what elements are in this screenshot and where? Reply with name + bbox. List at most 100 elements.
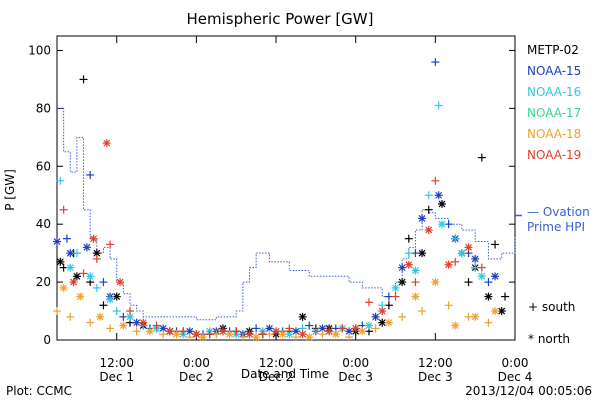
south-point [112, 307, 121, 316]
star-d2 [465, 243, 472, 251]
star-d2 [418, 214, 426, 222]
star-d2 [458, 249, 466, 257]
legend-north-label: * north [528, 332, 570, 346]
star-d2 [385, 319, 393, 327]
north-point [491, 307, 500, 316]
star-d2 [76, 293, 84, 300]
north-point [384, 318, 393, 327]
star-d2 [485, 293, 492, 300]
star-d2 [60, 284, 68, 292]
north-point [305, 333, 314, 342]
star-d2 [478, 272, 486, 280]
south-point [106, 324, 115, 333]
y-tick-label: 40 [36, 217, 51, 231]
star-d2 [405, 261, 413, 269]
north-point [53, 237, 61, 246]
star-d2 [93, 249, 101, 257]
south-point [484, 318, 493, 327]
south-point [72, 249, 81, 258]
north-point [145, 327, 154, 336]
star-d2 [285, 330, 293, 338]
star-d2 [186, 327, 194, 335]
x-tick-day-label: Dec 4 [498, 370, 533, 384]
north-point [345, 327, 354, 336]
south-point [185, 333, 194, 342]
north-point [331, 330, 340, 339]
star-d2 [252, 333, 260, 341]
star-d2 [425, 226, 433, 234]
north-point [139, 318, 148, 327]
south-point [179, 327, 188, 336]
north-point [89, 234, 98, 243]
north-point [404, 260, 413, 269]
star-d2 [70, 278, 78, 286]
x-tick-time-label: 0:00 [183, 356, 210, 370]
star-d2 [86, 272, 94, 280]
star-d2 [299, 313, 307, 321]
north-point [411, 292, 420, 301]
south-point [92, 254, 101, 263]
south-point [424, 205, 433, 214]
star-d2 [103, 139, 111, 147]
legend-ovation-label-1: — Ovation [527, 205, 590, 219]
south-point [364, 298, 373, 307]
y-tick-label: 20 [36, 275, 51, 289]
south-point [86, 170, 95, 179]
north-point [364, 321, 373, 330]
south-point [411, 278, 420, 287]
legend-satellite-label: NOAA-15 [527, 64, 581, 78]
south-point [424, 191, 433, 200]
north-point [471, 254, 480, 263]
north-point [424, 225, 433, 234]
star-d2 [292, 327, 300, 335]
south-point [434, 101, 443, 110]
south-point [444, 301, 453, 310]
south-point [99, 301, 108, 310]
star-d2 [435, 191, 443, 199]
star-d2 [332, 330, 340, 338]
y-tick-label: 60 [36, 159, 51, 173]
north-point [457, 249, 466, 258]
star-d2 [53, 238, 61, 245]
south-point [285, 324, 294, 333]
north-point [56, 257, 65, 266]
x-tick-day-label: Dec 2 [259, 370, 294, 384]
north-point [398, 263, 407, 272]
south-point [258, 330, 267, 339]
star-d2 [325, 327, 333, 335]
star-d2 [491, 307, 499, 315]
south-point [159, 330, 168, 339]
south-point [318, 330, 327, 339]
south-point [291, 333, 300, 342]
star-d2 [378, 319, 386, 327]
south-point [126, 307, 135, 316]
plot-frame [56, 35, 516, 341]
south-point [79, 269, 88, 278]
star-d2 [96, 313, 104, 321]
north-point [325, 327, 334, 336]
legend-satellite-label: METP-02 [527, 43, 579, 57]
north-point [66, 263, 75, 272]
north-point [102, 139, 111, 148]
star-d2 [299, 330, 307, 338]
x-tick-day-label: Dec 3 [418, 370, 453, 384]
star-d2 [378, 307, 386, 315]
north-point [96, 312, 105, 321]
star-d2 [398, 264, 406, 272]
star-d2 [445, 261, 453, 269]
north-point [437, 220, 446, 229]
north-point [398, 278, 407, 287]
legend: — Ovation Prime HPI + south * north METP… [527, 43, 590, 346]
south-point [99, 278, 108, 287]
star-d2 [73, 272, 81, 280]
north-point [464, 243, 473, 252]
star-d2 [431, 278, 439, 286]
x-tick-day-label: Dec 2 [179, 370, 214, 384]
star-d2 [126, 313, 134, 321]
south-point [391, 292, 400, 301]
x-tick-time-label: 12:00 [418, 356, 453, 370]
star-d2 [279, 330, 287, 338]
south-point [252, 324, 261, 333]
star-d2 [451, 322, 459, 329]
